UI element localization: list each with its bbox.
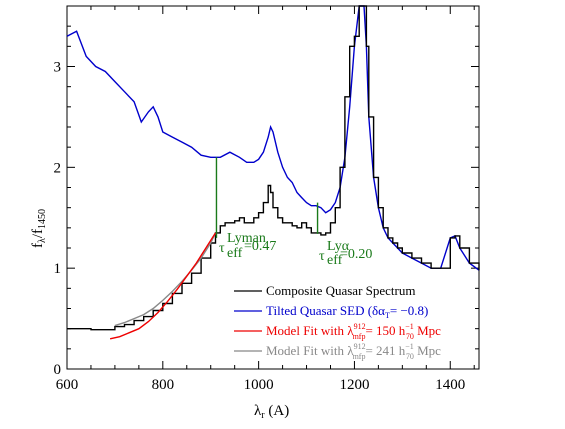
y-tick-label: 2 xyxy=(54,160,62,176)
tau-lya-annotation: τ Lyα eff =0.20 xyxy=(319,239,372,268)
y-tick-label: 3 xyxy=(54,60,62,76)
x-label-sub: r xyxy=(261,410,265,421)
y-label-sub1: λ xyxy=(37,238,48,243)
tau-lyman-sup: Lyman xyxy=(227,231,266,246)
legend-tilted-tail: = −0.8) xyxy=(390,303,429,318)
plot-frame xyxy=(66,5,480,370)
tau-lya-value: =0.20 xyxy=(340,247,372,262)
series-line-model150 xyxy=(109,232,217,340)
legend-label-composite: Composite Quasar Spectrum xyxy=(266,283,415,298)
tau-lya-sup: Lyα xyxy=(327,239,350,254)
green-markers xyxy=(215,157,319,238)
y-label-sub2: 1450 xyxy=(37,209,48,229)
legend-tilted-text: Tilted Quasar SED (δα xyxy=(266,303,385,318)
legend-label-tilted: Tilted Quasar SED (δαT= −0.8) xyxy=(266,303,428,320)
legend-m241-sub2: 70 xyxy=(406,352,414,361)
legend-m241-sup: 912 xyxy=(354,342,366,351)
legend-m150-tail2: Mpc xyxy=(414,323,441,338)
x-tick-label: 1000 xyxy=(244,377,274,393)
tau-lyman-sub: eff xyxy=(227,246,243,261)
tau-lyman-value: =0.47 xyxy=(244,239,276,254)
legend-m150-sup: 912 xyxy=(354,322,366,331)
legend-m241-sup2: −1 xyxy=(405,342,414,351)
x-axis-label: λr (A) xyxy=(254,403,289,421)
legend-m150-sub: mfp xyxy=(353,332,366,341)
y-tick-label: 0 xyxy=(54,362,62,378)
legend-tilted-sub: T xyxy=(385,311,390,320)
legend-label-model150: Model Fit with λ912 mfp= 150 h−1 70 Mpc xyxy=(266,322,441,341)
series-line-composite xyxy=(67,5,480,331)
tau-lyman-symbol: τ xyxy=(219,241,225,256)
y-label-main: f xyxy=(30,243,46,248)
x-label-unit: (A) xyxy=(265,403,290,419)
legend-m150-tail: = 150 h xyxy=(365,323,405,338)
legend-m241-text: Model Fit with λ xyxy=(266,343,354,358)
legend: Composite Quasar Spectrum Tilted Quasar … xyxy=(234,283,441,361)
legend-m241-tail: = 241 h xyxy=(365,343,405,358)
tau-lya-symbol: τ xyxy=(319,249,325,264)
svg-text:τ: τ xyxy=(219,241,225,256)
x-tick-label: 1400 xyxy=(435,377,465,393)
y-axis-label: fλ/f1450 xyxy=(30,209,48,248)
x-tick-label: 800 xyxy=(152,377,175,393)
legend-m150-sup2: −1 xyxy=(405,322,414,331)
tau-lyman-annotation: τ Lyman eff =0.47 xyxy=(219,231,276,261)
legend-m241-sub: mfp xyxy=(353,352,366,361)
series-lines xyxy=(66,5,480,340)
tau-lya-sub: eff xyxy=(327,253,343,268)
x-label-main: λ xyxy=(254,403,262,419)
y-tick-label: 1 xyxy=(54,261,62,277)
legend-m150-text: Model Fit with λ xyxy=(266,323,354,338)
axis-ticks: 600 800 1000 1200 1400 0 1 2 3 xyxy=(54,6,479,393)
legend-m150-sub2: 70 xyxy=(406,332,414,341)
x-tick-label: 600 xyxy=(56,377,79,393)
x-tick-label: 1200 xyxy=(339,377,369,393)
y-label-mid: /f xyxy=(30,229,46,238)
legend-m241-tail2: Mpc xyxy=(414,343,441,358)
series-line-tilted xyxy=(66,5,480,271)
series-line-model241 xyxy=(114,232,217,327)
legend-label-model241: Model Fit with λ912 mfp= 241 h−1 70 Mpc xyxy=(266,342,441,361)
